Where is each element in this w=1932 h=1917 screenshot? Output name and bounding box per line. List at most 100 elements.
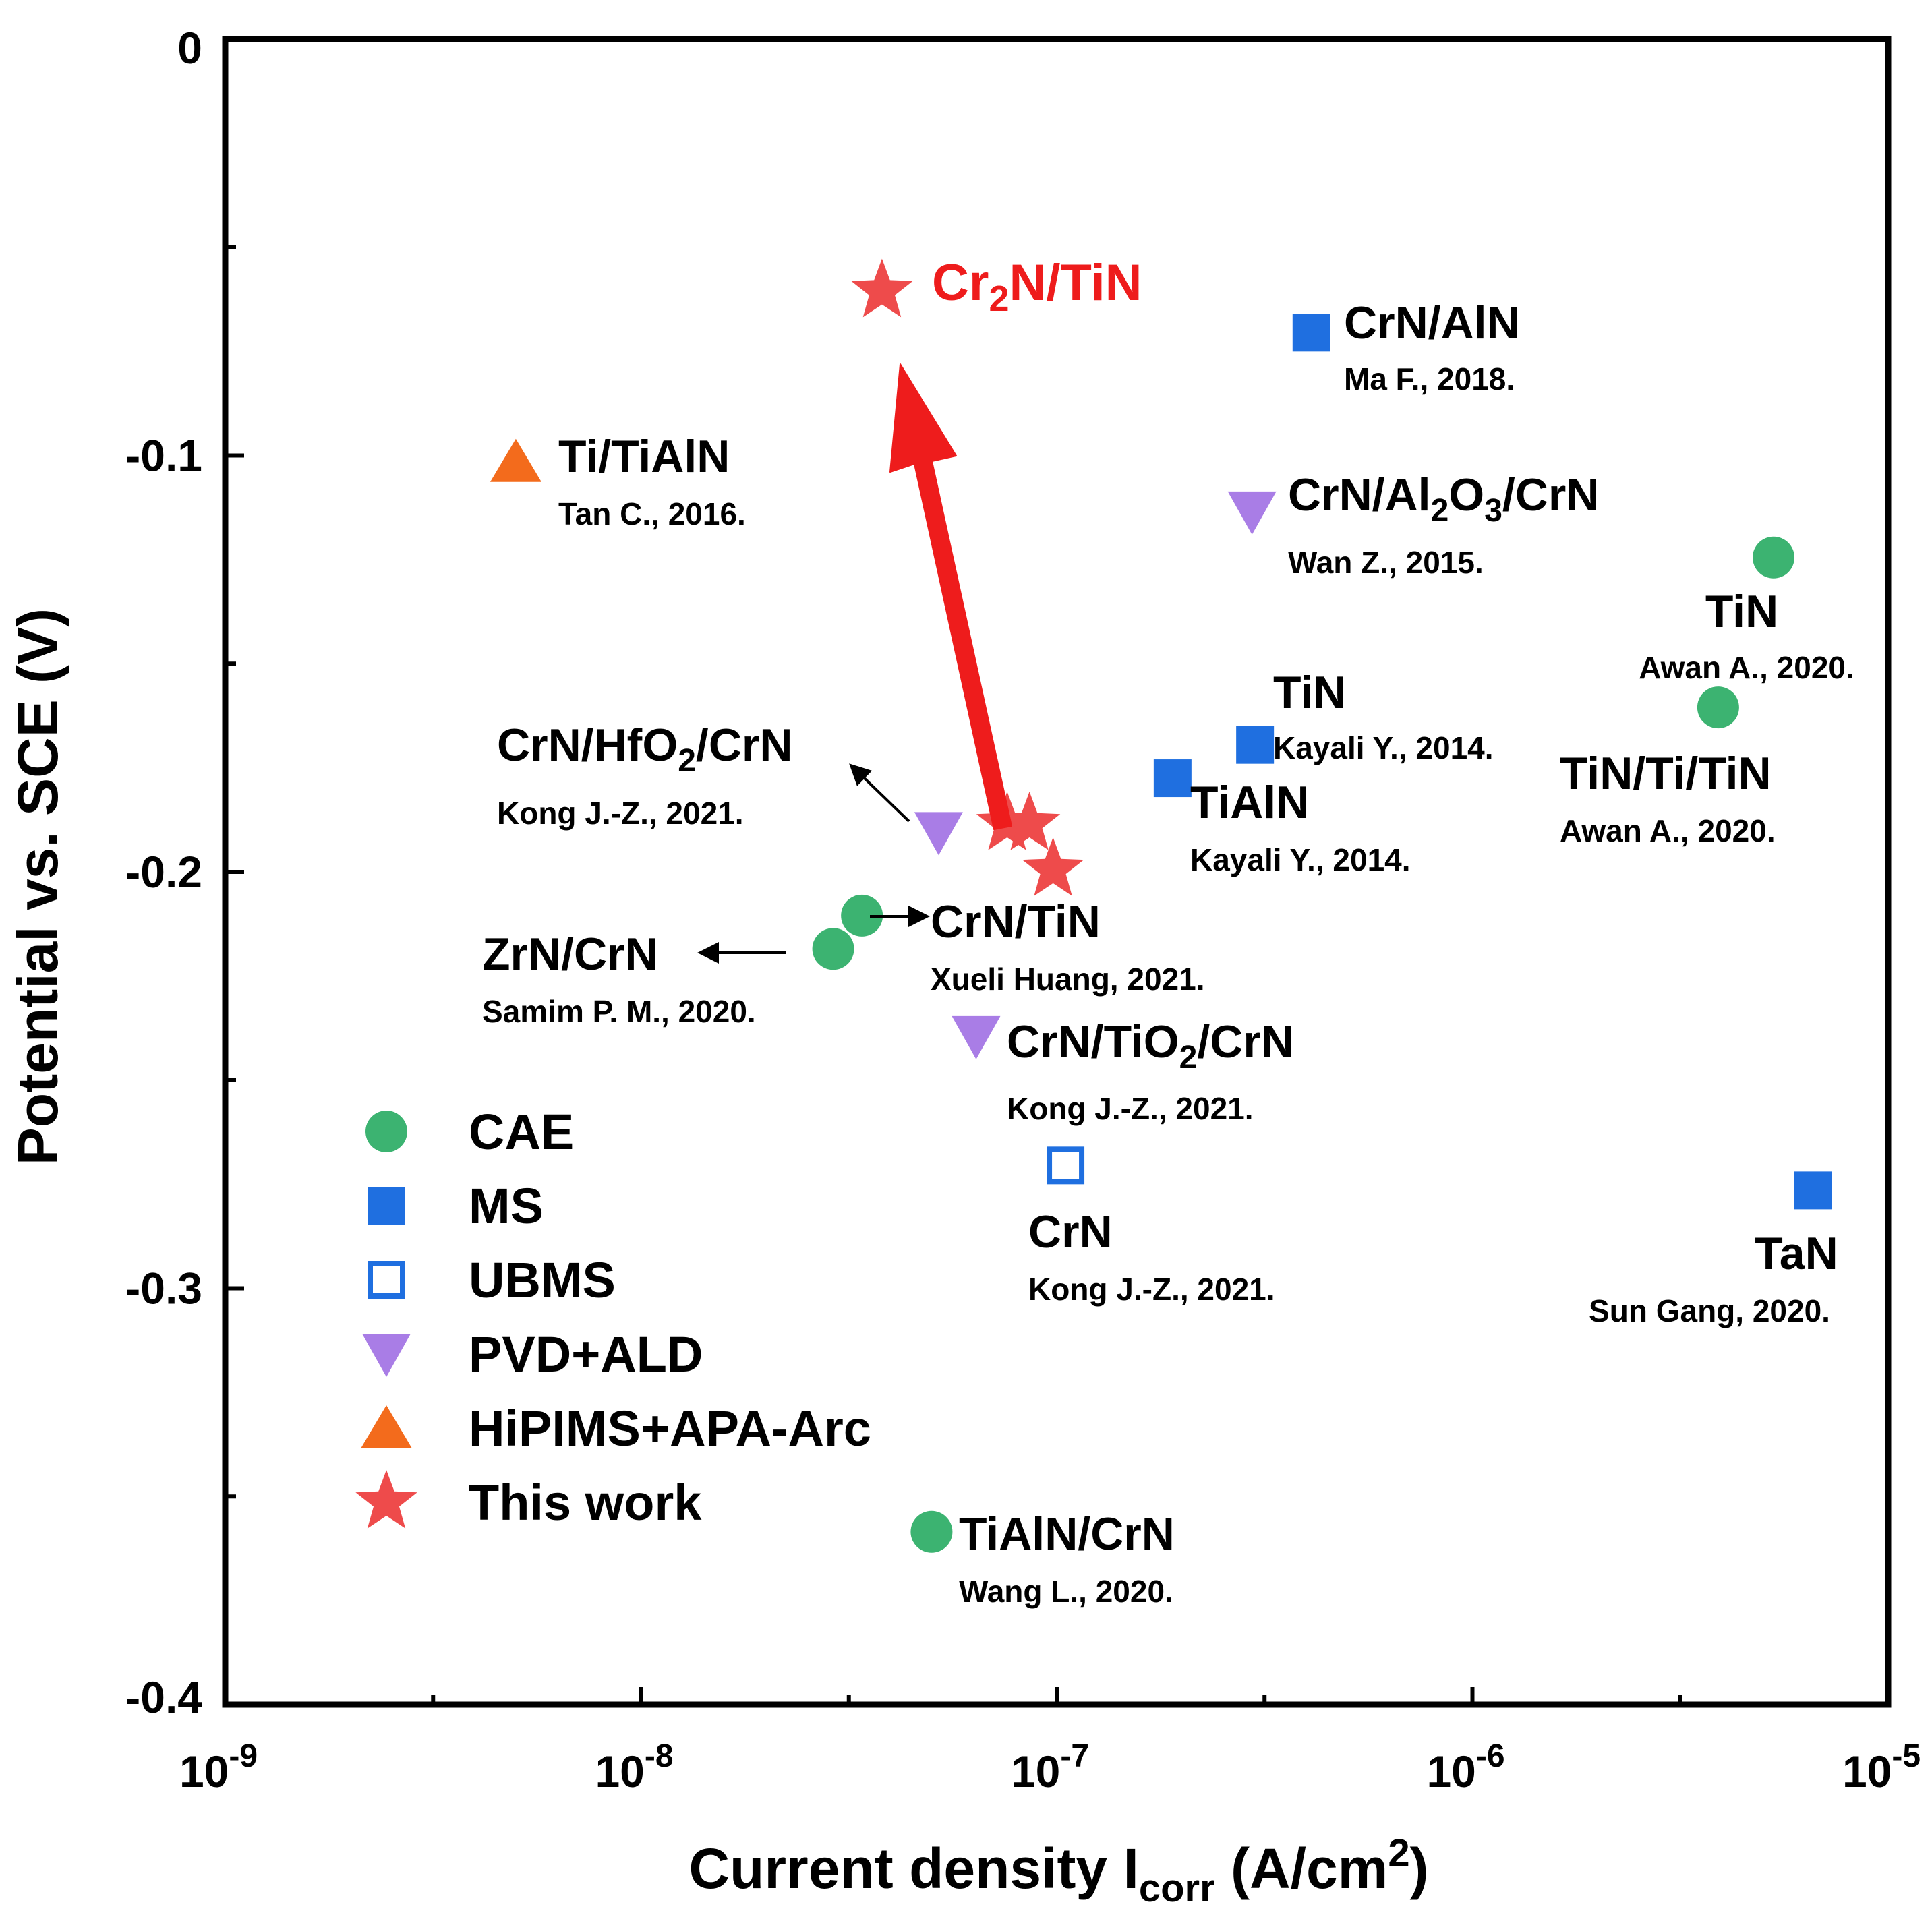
data-point-this-work	[1022, 837, 1084, 896]
annotation-tin-ti-tin: TiN/Ti/TiN Awan A., 2020.	[1560, 748, 1776, 848]
point-label: CrN/TiO2/CrN	[1007, 1016, 1294, 1075]
point-label: ZrN/CrN	[482, 928, 658, 980]
annotation-cr2n-tin: Cr2N/TiN	[932, 254, 1142, 319]
x-tick-exponent: -7	[1060, 1738, 1089, 1774]
point-reference: Kayali Y., 2014.	[1273, 730, 1494, 765]
annotation-arrows	[697, 363, 1012, 964]
point-reference: Tan C., 2016.	[558, 496, 746, 531]
point-label-sub: 2	[1431, 493, 1449, 529]
data-point-ubms	[1047, 1146, 1085, 1185]
data-point-ms	[1153, 759, 1192, 798]
annotation-tialn: TiAlN Kayali Y., 2014.	[1190, 777, 1411, 877]
point-label-part: N/TiN	[1009, 254, 1142, 312]
annotation-crn-tio2-crn: CrN/TiO2/CrN Kong J.-Z., 2021.	[1007, 1016, 1294, 1126]
data-point-cae	[1753, 536, 1795, 579]
annotation-tin-kayali: TiN Kayali Y., 2014.	[1273, 667, 1494, 765]
x-axis-title-end: )	[1410, 1837, 1429, 1900]
x-tick-exponent: -9	[229, 1738, 258, 1774]
data-point-ms	[1236, 726, 1275, 764]
pointer-arrow-hfo2	[849, 763, 910, 823]
annotation-crn-hfo2-crn: CrN/HfO2/CrN Kong J.-Z., 2021.	[497, 719, 793, 831]
point-label-part: /CrN	[1502, 469, 1600, 521]
plot-area: 0-0.1-0.2-0.3-0.410-9 10-8 10-7 10-6 10-5	[125, 23, 1921, 1796]
annotation-tialn-crn: TiAlN/CrN Wang L., 2020.	[959, 1508, 1175, 1609]
point-label: Cr2N/TiN	[932, 254, 1142, 319]
x-axis-title-sub: corr	[1139, 1866, 1215, 1910]
x-axis-title-main: Current density I	[689, 1837, 1138, 1900]
x-tick-label: 10-9	[179, 1738, 258, 1796]
annotation-crn-al2o3-crn: CrN/Al2O3/CrN Wan Z., 2015.	[1288, 469, 1599, 580]
legend-marker	[368, 1261, 405, 1299]
highlight-arrow	[889, 363, 1012, 830]
legend-label: MS	[469, 1178, 544, 1234]
y-tick-label: -0.2	[125, 847, 202, 897]
point-label-part: CrN/Al	[1288, 469, 1431, 521]
x-tick-exponent: -5	[1892, 1738, 1921, 1774]
point-label: TiN	[1273, 667, 1346, 718]
annotation-tan: TaN Sun Gang, 2020.	[1589, 1228, 1838, 1328]
x-tick-base: 10	[1011, 1746, 1060, 1796]
point-reference: Ma F., 2018.	[1344, 361, 1515, 396]
annotation-tin-awan: TiN Awan A., 2020.	[1639, 586, 1854, 685]
point-label-sub: 2	[678, 743, 696, 779]
x-tick-base: 10	[595, 1746, 644, 1796]
data-point-cae	[910, 1510, 953, 1553]
x-tick-exponent: -6	[1476, 1738, 1505, 1774]
annotation-ti-tialn: Ti/TiAlN Tan C., 2016.	[558, 431, 746, 531]
point-reference: Kong J.-Z., 2021.	[497, 796, 744, 831]
data-point-cae	[1697, 686, 1739, 729]
legend-marker	[355, 1470, 417, 1529]
y-axis-title: Potential vs. SCE (V)	[6, 608, 69, 1165]
data-point-pvd-ald	[952, 1015, 1001, 1059]
point-reference: Awan A., 2020.	[1639, 650, 1854, 685]
point-reference: Kong J.-Z., 2021.	[1028, 1272, 1275, 1307]
point-label: CrN/TiN	[931, 896, 1101, 947]
x-tick-label: 10-8	[595, 1738, 673, 1796]
point-reference: Wan Z., 2015.	[1288, 545, 1484, 580]
legend-label: HiPIMS+APA-Arc	[469, 1400, 871, 1456]
point-label: CrN/HfO2/CrN	[497, 719, 793, 779]
point-label-sub: 2	[989, 278, 1009, 319]
point-label: CrN/Al2O3/CrN	[1288, 469, 1599, 529]
x-tick-label: 10-5	[1842, 1738, 1921, 1796]
y-tick-label: -0.1	[125, 431, 202, 481]
data-point-this-work	[851, 258, 913, 318]
data-point-ms	[1292, 314, 1330, 352]
point-label-sub: 3	[1484, 493, 1502, 529]
data-point-pvd-ald	[914, 812, 963, 856]
point-label-part: CrN/TiO	[1007, 1016, 1179, 1067]
x-axis-title-unit: (A/cm	[1215, 1837, 1388, 1900]
data-point-pvd-ald	[1227, 491, 1277, 535]
data-point-hipims-apa-arc	[490, 438, 541, 482]
point-reference: Sun Gang, 2020.	[1589, 1293, 1830, 1328]
point-label-part: CrN/HfO	[497, 719, 678, 771]
point-label: TiAlN	[1190, 777, 1309, 828]
point-reference: Samim P. M., 2020.	[482, 994, 756, 1029]
point-label-part: O	[1448, 469, 1484, 521]
legend: CAE MS UBMS PVD+ALD HiPIMS+APA-Arc This work	[355, 1104, 871, 1531]
point-reference: Kong J.-Z., 2021.	[1007, 1091, 1254, 1126]
legend-marker	[361, 1405, 412, 1448]
x-tick-label: 10-6	[1426, 1738, 1504, 1796]
y-tick-label: -0.4	[125, 1672, 202, 1722]
legend-marker	[368, 1187, 405, 1225]
data-point-cae	[841, 894, 883, 937]
point-label: CrN	[1028, 1206, 1113, 1258]
data-point-this-work	[999, 792, 1061, 850]
data-point-cae	[812, 928, 854, 970]
y-tick-label: -0.3	[125, 1264, 202, 1314]
legend-label: PVD+ALD	[469, 1326, 703, 1382]
legend-marker	[362, 1334, 411, 1377]
x-tick-exponent: -8	[645, 1738, 674, 1774]
x-tick-base: 10	[179, 1746, 229, 1796]
x-tick-base: 10	[1842, 1746, 1892, 1796]
point-reference: Wang L., 2020.	[959, 1574, 1173, 1609]
legend-label: This work	[469, 1475, 702, 1531]
point-label: TiN/Ti/TiN	[1560, 748, 1772, 799]
point-label: CrN/AlN	[1344, 297, 1520, 349]
point-label-part: /CrN	[1197, 1016, 1294, 1067]
x-tick-label: 10-7	[1011, 1738, 1089, 1796]
annotation-zrn-crn: ZrN/CrN Samim P. M., 2020.	[482, 928, 756, 1029]
point-reference: Awan A., 2020.	[1560, 813, 1776, 848]
